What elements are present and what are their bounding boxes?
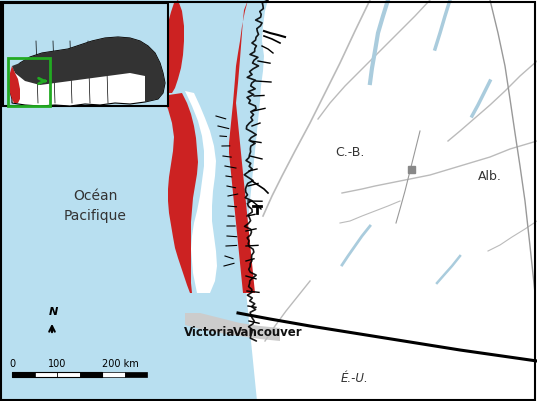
- Text: Alb.: Alb.: [478, 170, 502, 182]
- Text: Victoria: Victoria: [184, 326, 236, 340]
- Polygon shape: [244, 0, 537, 401]
- Text: 100: 100: [48, 359, 66, 369]
- Bar: [79, 372, 102, 377]
- Polygon shape: [185, 91, 217, 293]
- Text: C.-B.: C.-B.: [335, 146, 365, 160]
- Bar: [57, 372, 79, 377]
- Polygon shape: [229, 0, 255, 293]
- Bar: [408, 166, 415, 173]
- Polygon shape: [148, 27, 161, 85]
- Bar: [8, 58, 50, 106]
- Polygon shape: [162, 0, 184, 93]
- Text: É.-U.: É.-U.: [341, 373, 369, 385]
- Bar: [34, 372, 57, 377]
- Polygon shape: [9, 66, 20, 103]
- Polygon shape: [12, 37, 165, 102]
- Bar: [57, 372, 79, 377]
- Bar: [12, 372, 102, 377]
- Bar: [3, 3, 168, 106]
- Text: Océan
Pacifique: Océan Pacifique: [63, 189, 126, 223]
- Bar: [79, 372, 102, 377]
- Text: Vancouver: Vancouver: [233, 326, 303, 340]
- Polygon shape: [162, 93, 198, 293]
- Polygon shape: [10, 37, 165, 106]
- Text: 0: 0: [9, 359, 15, 369]
- Text: 200 km: 200 km: [102, 359, 139, 369]
- Bar: [102, 372, 125, 377]
- Bar: [125, 372, 147, 377]
- Text: N: N: [48, 307, 57, 317]
- Bar: [12, 372, 34, 377]
- Polygon shape: [185, 313, 280, 341]
